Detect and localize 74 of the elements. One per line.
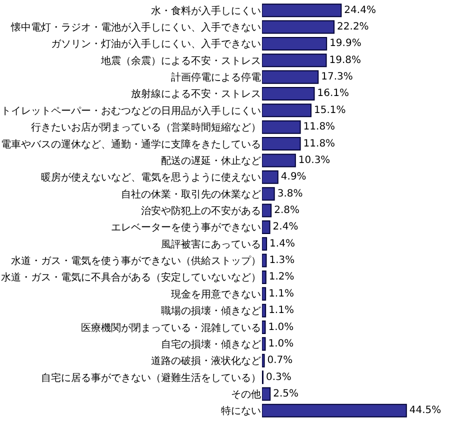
y-tick-label: 医療機関が閉まっている・混雑している <box>81 322 261 334</box>
bar <box>262 220 270 234</box>
bar <box>262 36 328 50</box>
y-tick-label: 水・食料が入手しにくい <box>151 4 261 17</box>
y-tick-label: 現金を用意できない <box>171 288 261 300</box>
data-label: 1.0% <box>268 338 294 350</box>
bar <box>262 170 278 184</box>
y-tick-label: 水道・ガス・電気に不具合がある（安定していないなど） <box>1 272 261 284</box>
bar <box>262 304 266 318</box>
y-tick-label: 水道・ガス・電気を使う事ができない（供給ストップ） <box>11 255 261 268</box>
data-label: 1.0% <box>268 322 294 333</box>
data-label: 2.5% <box>273 388 299 400</box>
data-label: 1.2% <box>268 272 294 283</box>
y-tick-label: 計画停電による停電 <box>171 72 261 84</box>
data-label: 16.1% <box>317 88 350 100</box>
data-label: 1.3% <box>269 255 295 266</box>
y-tick-label: 自宅に居る事ができない（避難生活をしている） <box>41 372 261 384</box>
y-tick-label: その他 <box>231 388 261 400</box>
bar <box>262 254 267 268</box>
y-tick-label: 風評被害にあっている <box>161 238 261 250</box>
data-label: 1.4% <box>270 238 295 250</box>
data-label: 11.8% <box>303 138 336 150</box>
bar <box>262 70 319 84</box>
data-label: 24.4% <box>344 4 376 16</box>
y-tick-label: 懐中電灯・ラジオ・電池が入手しにくい、入手できない <box>10 22 261 34</box>
data-label: 4.9% <box>280 172 306 183</box>
y-tick-label: 自宅の損壊・傾きなど <box>161 338 261 350</box>
y-tick-label: トイレットペーパー・おむつなどの日用品が入手しにくい <box>1 104 261 117</box>
y-tick-label: 配送の遅延・休止など <box>161 154 261 167</box>
data-label: 11.8% <box>303 122 336 133</box>
data-label: 22.2% <box>337 22 369 33</box>
y-tick-label: 特にない <box>221 405 261 418</box>
y-tick-label: 地震（余震）による不安・ストレス <box>100 54 261 67</box>
data-label: 3.8% <box>277 188 303 200</box>
y-tick-label: 行きたいお店が閉まっている（営業時間短縮など） <box>31 122 261 134</box>
data-label: 19.8% <box>329 54 362 66</box>
data-label: 1.1% <box>268 305 294 316</box>
y-tick-label: 治安や防犯上の不安がある <box>141 205 261 217</box>
bar <box>262 270 266 284</box>
y-tick-label: 暖房が使えないなど、電気を思うように使えない <box>41 172 261 184</box>
data-label: 17.3% <box>321 72 353 83</box>
y-tick-label: 電車やバスの運休など、通勤・通学に支障をきたしている <box>1 138 261 150</box>
y-tick-label: 職場の損壊・傾きなど <box>161 305 261 318</box>
data-label: 15.1% <box>314 104 346 116</box>
bar <box>262 387 271 401</box>
bar <box>262 154 296 168</box>
y-tick-label: 自社の休業・取引先の休業など <box>121 188 261 200</box>
bar <box>262 120 301 134</box>
bar <box>262 204 272 218</box>
bar <box>262 86 315 100</box>
data-label: 1.1% <box>268 288 294 300</box>
bar <box>262 404 407 418</box>
bar <box>262 137 301 151</box>
y-tick-label: ガソリン・灯油が入手しにくい、入手できない <box>51 38 261 50</box>
y-tick-label: エレベーターを使う事ができない <box>111 222 261 234</box>
data-label: 19.9% <box>330 38 362 50</box>
data-label: 0.3% <box>266 372 292 383</box>
y-tick-label: 放射線による不安・ストレス <box>131 88 261 100</box>
bar <box>262 54 327 68</box>
bar <box>262 287 266 301</box>
bar <box>262 237 268 251</box>
bar <box>262 337 266 351</box>
data-label: 2.8% <box>274 205 300 216</box>
data-label: 0.7% <box>267 355 293 366</box>
bar <box>262 354 265 368</box>
data-label: 2.4% <box>272 222 298 233</box>
bar <box>262 20 335 34</box>
data-label: 44.5% <box>409 405 442 416</box>
bar <box>262 320 266 334</box>
data-label: 10.3% <box>298 154 330 166</box>
bar <box>262 187 275 201</box>
bar <box>262 4 342 18</box>
y-tick-label: 道路の破損・液状化など <box>151 355 261 368</box>
bar <box>262 104 312 118</box>
